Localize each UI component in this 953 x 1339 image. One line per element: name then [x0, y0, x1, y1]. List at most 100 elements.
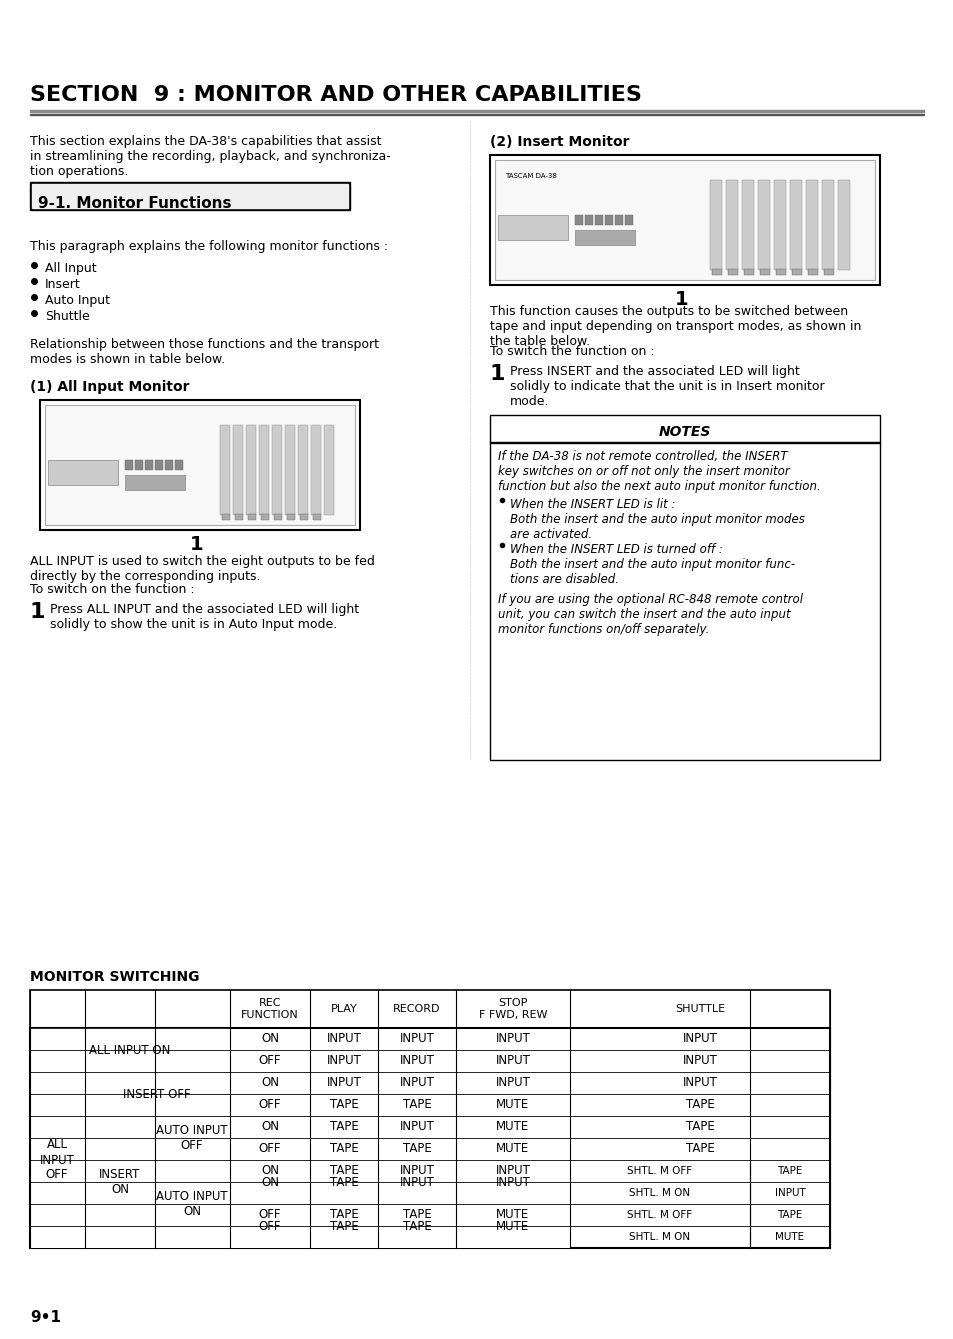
- Text: TAPE: TAPE: [402, 1220, 431, 1232]
- Text: TAPE: TAPE: [777, 1166, 801, 1176]
- Text: INPUT: INPUT: [399, 1055, 434, 1067]
- Text: INPUT: INPUT: [326, 1032, 361, 1046]
- Bar: [30, 114, 923, 115]
- Bar: [709, 179, 721, 270]
- Text: SHTL. M OFF: SHTL. M OFF: [627, 1210, 692, 1220]
- Text: AUTO INPUT
ON: AUTO INPUT ON: [156, 1190, 228, 1218]
- Text: INPUT: INPUT: [399, 1077, 434, 1090]
- Text: TASCAM DA-38: TASCAM DA-38: [504, 173, 557, 179]
- Text: OFF: OFF: [258, 1142, 281, 1156]
- Text: MUTE: MUTE: [496, 1142, 529, 1156]
- Text: TAPE: TAPE: [330, 1209, 358, 1221]
- Bar: [823, 269, 833, 274]
- Bar: [497, 216, 567, 240]
- Bar: [624, 216, 633, 225]
- Bar: [30, 110, 923, 112]
- Bar: [258, 424, 269, 516]
- Text: TAPE: TAPE: [330, 1165, 358, 1177]
- Text: INPUT: INPUT: [399, 1165, 434, 1177]
- Bar: [135, 461, 143, 470]
- Text: TAPE: TAPE: [330, 1098, 358, 1111]
- Text: MONITOR SWITCHING: MONITOR SWITCHING: [30, 969, 199, 984]
- Bar: [760, 269, 769, 274]
- Text: ON: ON: [261, 1121, 278, 1134]
- Text: INPUT: INPUT: [495, 1165, 530, 1177]
- Text: To switch the function on :: To switch the function on :: [490, 345, 654, 358]
- Text: INPUT: INPUT: [399, 1032, 434, 1046]
- Text: TAPE: TAPE: [330, 1121, 358, 1134]
- Text: TAPE: TAPE: [777, 1210, 801, 1220]
- Bar: [246, 424, 255, 516]
- Text: 1: 1: [675, 291, 688, 309]
- Text: OFF: OFF: [258, 1098, 281, 1111]
- Text: All Input: All Input: [45, 262, 96, 274]
- Bar: [324, 424, 334, 516]
- Text: If the DA-38 is not remote controlled, the INSERT
key switches on or off not onl: If the DA-38 is not remote controlled, t…: [497, 450, 820, 493]
- Bar: [837, 179, 849, 270]
- Text: SHTL. M ON: SHTL. M ON: [629, 1188, 690, 1198]
- Bar: [791, 269, 801, 274]
- Text: TAPE: TAPE: [330, 1176, 358, 1189]
- Text: SHTL. M ON: SHTL. M ON: [629, 1232, 690, 1243]
- Bar: [575, 216, 582, 225]
- Text: MUTE: MUTE: [496, 1220, 529, 1232]
- Text: INPUT: INPUT: [681, 1055, 717, 1067]
- Text: INPUT: INPUT: [681, 1077, 717, 1090]
- Text: ALL
INPUT
OFF: ALL INPUT OFF: [39, 1138, 74, 1181]
- Bar: [40, 400, 359, 530]
- Text: INPUT: INPUT: [495, 1077, 530, 1090]
- Text: INPUT: INPUT: [399, 1121, 434, 1134]
- Text: 9•1: 9•1: [30, 1310, 61, 1326]
- Bar: [85, 1115, 154, 1248]
- Text: 1: 1: [490, 364, 505, 384]
- Text: OFF: OFF: [258, 1055, 281, 1067]
- Bar: [758, 179, 769, 270]
- Bar: [741, 179, 753, 270]
- Text: ALL INPUT is used to switch the eight outputs to be fed
directly by the correspo: ALL INPUT is used to switch the eight ou…: [30, 554, 375, 582]
- Bar: [584, 216, 593, 225]
- Bar: [821, 179, 833, 270]
- Text: ON: ON: [261, 1176, 278, 1189]
- Text: INPUT: INPUT: [326, 1055, 361, 1067]
- Text: If you are using the optional RC-848 remote control
unit, you can switch the ins: If you are using the optional RC-848 rem…: [497, 593, 802, 636]
- Text: MUTE: MUTE: [496, 1098, 529, 1111]
- Text: TAPE: TAPE: [685, 1121, 714, 1134]
- Bar: [248, 514, 255, 520]
- Bar: [773, 179, 785, 270]
- Text: REC
FUNCTION: REC FUNCTION: [241, 998, 298, 1020]
- Bar: [285, 424, 294, 516]
- Bar: [261, 514, 269, 520]
- Text: TAPE: TAPE: [685, 1142, 714, 1156]
- Text: TAPE: TAPE: [685, 1098, 714, 1111]
- Bar: [30, 1028, 230, 1073]
- Bar: [313, 514, 320, 520]
- Text: MUTE: MUTE: [496, 1121, 529, 1134]
- Bar: [174, 461, 183, 470]
- Bar: [727, 269, 738, 274]
- Bar: [0, 55, 953, 110]
- Text: ON: ON: [261, 1165, 278, 1177]
- Text: Press ALL INPUT and the associated LED will light
solidly to show the unit is in: Press ALL INPUT and the associated LED w…: [50, 603, 358, 631]
- Text: TAPE: TAPE: [402, 1209, 431, 1221]
- Text: INPUT: INPUT: [681, 1032, 717, 1046]
- Bar: [595, 216, 602, 225]
- Text: STOP
F FWD, REW: STOP F FWD, REW: [478, 998, 547, 1020]
- Bar: [30, 182, 350, 210]
- Bar: [490, 415, 879, 761]
- Text: 1: 1: [190, 536, 203, 554]
- Text: When the INSERT LED is turned off :: When the INSERT LED is turned off :: [510, 544, 722, 556]
- Text: (2) Insert Monitor: (2) Insert Monitor: [490, 135, 629, 149]
- Bar: [615, 216, 622, 225]
- Bar: [711, 269, 721, 274]
- Text: PLAY: PLAY: [331, 1004, 357, 1014]
- Bar: [789, 179, 801, 270]
- Bar: [230, 1204, 569, 1248]
- Bar: [495, 159, 874, 280]
- Bar: [807, 269, 817, 274]
- Text: INPUT: INPUT: [495, 1176, 530, 1189]
- Bar: [233, 424, 243, 516]
- Text: This section explains the DA-38's capabilities that assist
in streamlining the r: This section explains the DA-38's capabi…: [30, 135, 391, 178]
- Text: INSERT
ON: INSERT ON: [99, 1168, 140, 1196]
- Text: Both the insert and the auto input monitor func-
tions are disabled.: Both the insert and the auto input monit…: [510, 558, 794, 586]
- Text: SECTION  9 : MONITOR AND OTHER CAPABILITIES: SECTION 9 : MONITOR AND OTHER CAPABILITI…: [30, 84, 641, 104]
